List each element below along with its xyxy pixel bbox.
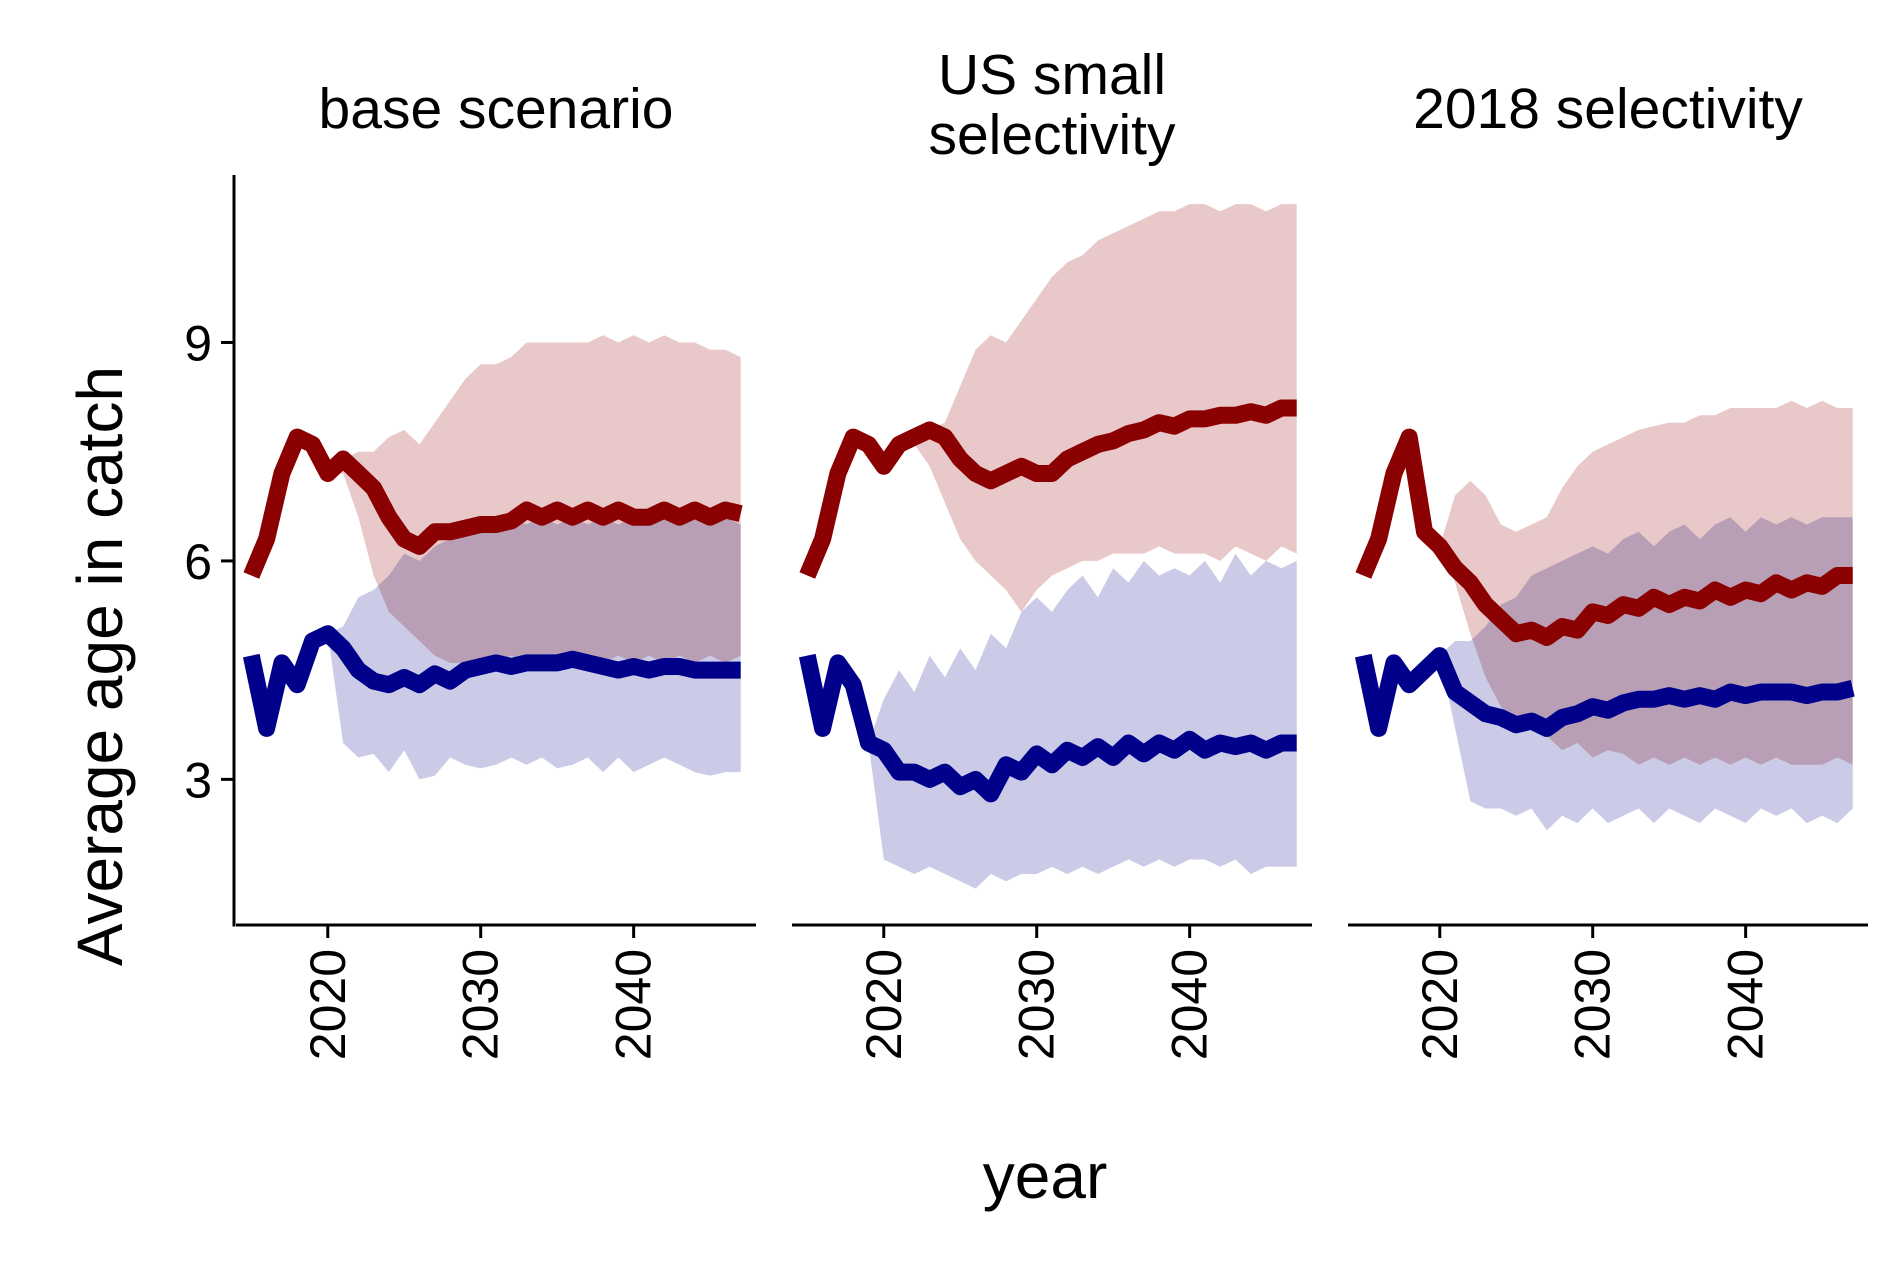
panel-2-title-line-2: selectivity (928, 103, 1176, 167)
panel-1-red-median-line (243, 428, 743, 579)
panel-1-x-tick-label: 2020 (300, 949, 356, 1060)
panel-1: base scenario 2020 2030 2040 3 6 9 (184, 77, 756, 1060)
panel-3-x-tick-label: 2040 (1718, 949, 1774, 1060)
panel-3-red-band (1363, 400, 1853, 765)
y-tick-label: 3 (184, 752, 212, 808)
panel-3-x-tick-label: 2030 (1565, 949, 1621, 1060)
y-axis-title: Average age in catch (64, 366, 136, 966)
panel-3-plot (1354, 400, 1855, 831)
panel-2-x-tick-label: 2020 (856, 949, 912, 1060)
panel-1-x-tick-label: 2030 (453, 949, 509, 1060)
panel-2-title-line-1: US small (938, 43, 1166, 107)
panel-2-x-tick-label: 2040 (1162, 949, 1218, 1060)
panel-1-blue-median-line (242, 625, 741, 737)
panel-3-red-median-line (1355, 428, 1853, 646)
panel-3-title-line-1: 2018 selectivity (1413, 77, 1803, 141)
panel-2-red-band (807, 204, 1297, 612)
panel-2-x-tick-label: 2030 (1009, 949, 1065, 1060)
panel-1-title-line-1: base scenario (319, 77, 674, 141)
panel-3: 2018 selectivity 2020 2030 2040 (1348, 77, 1868, 1060)
panel-1-x-tick-label: 2040 (606, 949, 662, 1060)
panels-layer: base scenario 2020 2030 2040 3 6 9 US smallsele… (184, 43, 1868, 1060)
y-tick-label: 9 (184, 315, 212, 371)
x-axis-title: year (983, 1140, 1108, 1212)
y-tick-label: 6 (184, 534, 212, 590)
panel-3-blue-median-line (1354, 647, 1855, 737)
panel-2-blue-median-line (798, 653, 1297, 803)
panel-1-red-band (251, 335, 741, 663)
panel-2-plot (798, 204, 1297, 889)
panel-3-x-tick-label: 2020 (1412, 949, 1468, 1060)
panel-2-blue-band (807, 553, 1297, 889)
panel-2-red-median-line (799, 399, 1297, 579)
panel-1-plot (242, 335, 743, 780)
